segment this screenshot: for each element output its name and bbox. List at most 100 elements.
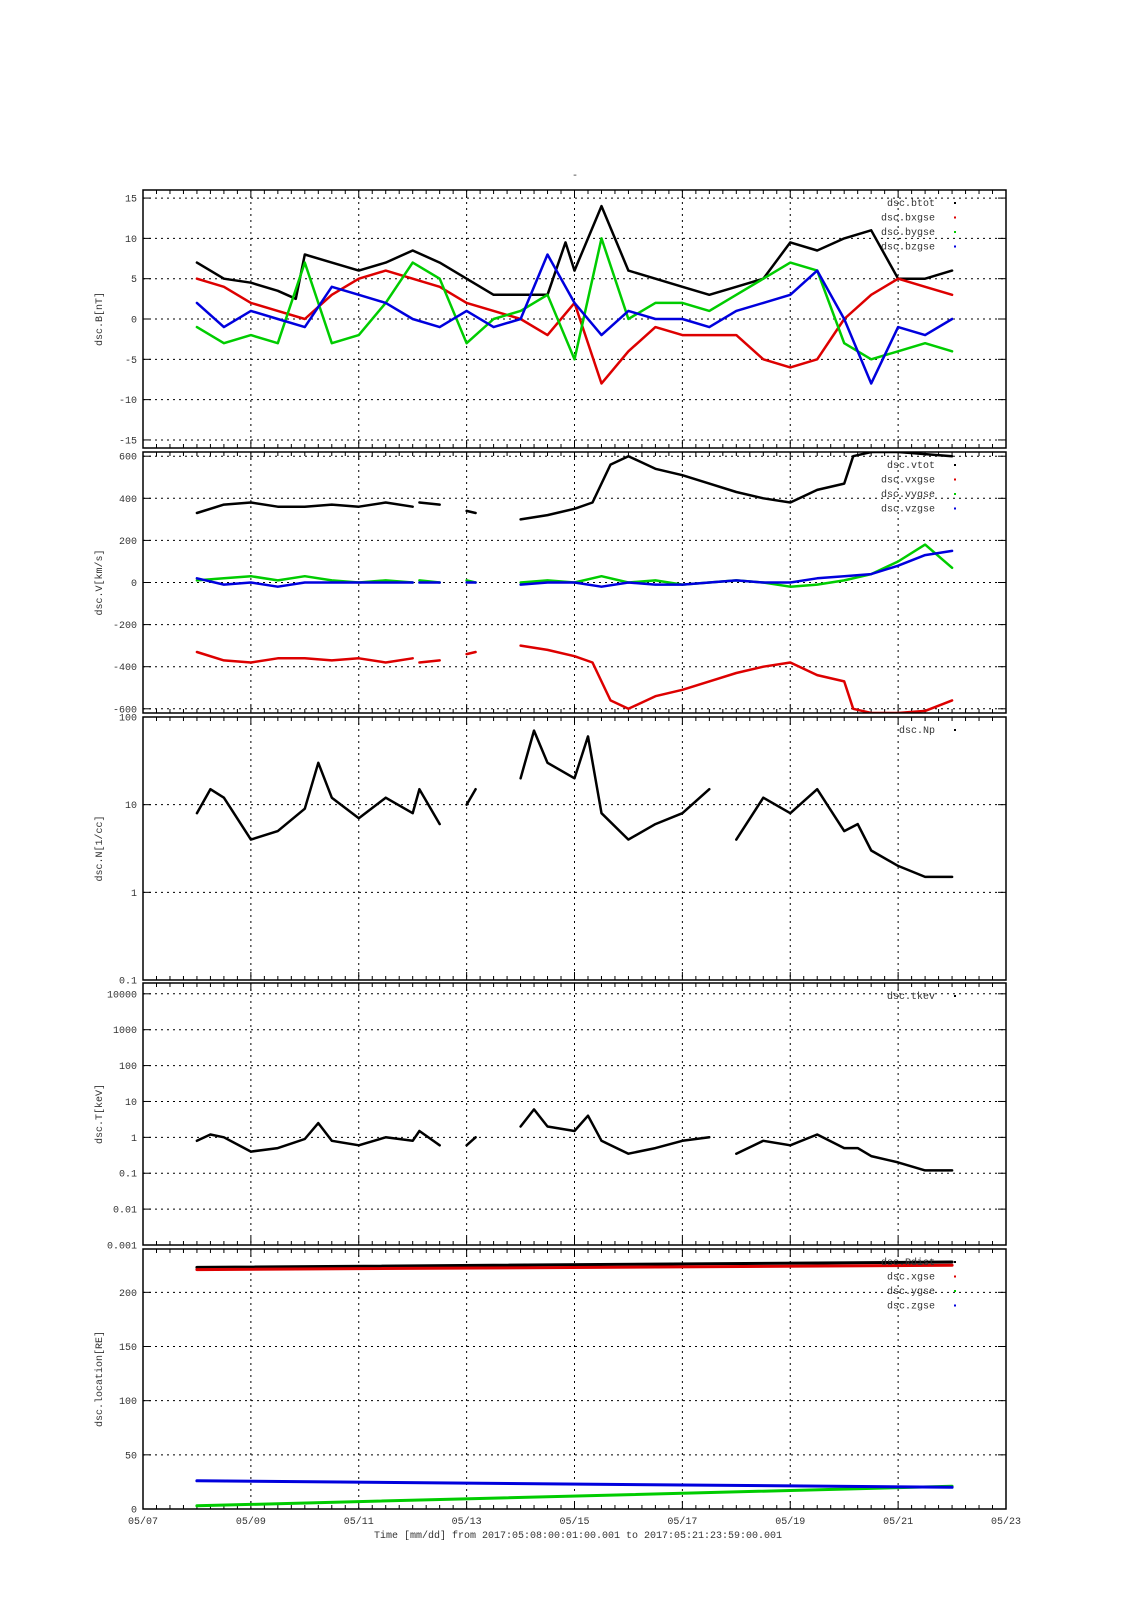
panel-4: 0.001 0.01 0.1 1 10 100 1000 10000 dsc.T[keV] dsc…: [94, 982, 1007, 1253]
legend-marker: [954, 231, 956, 233]
y-tick-label: 150: [119, 1343, 137, 1354]
legend-label: dsc.zgse: [887, 1301, 935, 1313]
plot-area: [195, 1260, 954, 1508]
legend-label: dsc.vtot: [887, 460, 935, 472]
series-dsc-vxgse: [195, 644, 954, 713]
y-tick-label: 0.001: [107, 1242, 137, 1253]
y-tick-label: 10: [125, 801, 137, 812]
y-tick-label: -10: [119, 396, 137, 407]
x-tick-label: 05/23: [991, 1516, 1021, 1528]
panel-frame: [142, 716, 1007, 981]
legend-marker: [954, 1261, 956, 1263]
y-tick-label: 0: [131, 1506, 137, 1517]
x-axis-label: Time [mm/dd] from 2017:05:08:00:01:00.00…: [374, 1530, 782, 1542]
legend-label: dsc.vzgse: [881, 504, 935, 516]
y-tick-label: 0.1: [119, 1170, 137, 1181]
legend-marker: [954, 216, 956, 219]
y-axis-label: dsc.T[keV]: [94, 1084, 106, 1144]
y-tick-label: 10: [125, 1098, 137, 1109]
y-tick-label: 5: [131, 275, 137, 286]
series-dsc-ygse: [195, 1484, 954, 1508]
legend-label: dsc.xgse: [887, 1272, 935, 1284]
panel-frame: [142, 189, 1007, 449]
series-dsc-Rdist: [195, 1260, 954, 1269]
y-axis-label: dsc.V[km/s]: [94, 549, 106, 615]
panel-frame: [142, 451, 1007, 714]
x-axis: 05/07 05/09 05/11 05/13 05/15 05/17 05/19 05/21…: [128, 1516, 1021, 1528]
y-tick-label: -400: [113, 663, 137, 674]
panels: -15-10-5051015dsc.B[nT]dsc.btotdsc.bxgse…: [94, 189, 1007, 1517]
x-tick-label: 05/11: [344, 1516, 374, 1528]
y-tick-label: 0.01: [113, 1206, 137, 1217]
legend-marker: [954, 507, 956, 510]
panel-3: 0.1 1 10 100 dsc.N[1/cc] dsc.Np: [94, 714, 1007, 988]
series-dsc-btot: [195, 204, 954, 301]
legend-marker: [954, 1304, 956, 1307]
series-dsc-Np: [195, 729, 954, 879]
legend-label: dsc.ygse: [887, 1286, 935, 1298]
x-tick-label: 05/09: [236, 1516, 266, 1528]
figure-title: -: [572, 171, 578, 182]
y-tick-label: 400: [119, 495, 137, 506]
plot-area: [195, 452, 954, 713]
legend-label: dsc.vxgse: [881, 475, 935, 487]
x-tick-label: 05/21: [883, 1516, 913, 1528]
legend-marker: [954, 245, 956, 248]
legend-label: dsc.vygse: [881, 489, 935, 501]
y-tick-label: 200: [119, 537, 137, 548]
series-dsc-xgse: [195, 1263, 954, 1272]
y-tick-label: -15: [119, 436, 137, 447]
x-tick-label: 05/13: [452, 1516, 482, 1528]
y-tick-label: 10000: [107, 990, 137, 1001]
legend-marker: [954, 1275, 956, 1278]
y-axis-label: dsc.location[RE]: [94, 1331, 106, 1427]
y-tick-label: 0.1: [119, 977, 137, 988]
legend-marker: [954, 478, 956, 481]
legend-label: dsc.btot: [887, 198, 935, 210]
panel-5: 0 50 100 150 200 dsc.location[RE] dsc.Rdist dsc…: [94, 1248, 1007, 1517]
legend-marker: [954, 1290, 956, 1292]
y-tick-label: -600: [113, 705, 137, 716]
legend-marker: [954, 995, 956, 997]
panel-frame: [142, 982, 1007, 1246]
legend-label: dsc.Np: [899, 725, 935, 737]
legend-label: dsc.bygse: [881, 227, 935, 239]
y-tick-label: 0: [131, 316, 137, 327]
series-dsc-vzgse: [195, 549, 954, 588]
series-dsc-bygse: [195, 237, 954, 361]
y-tick-label: 15: [125, 195, 137, 206]
y-tick-label: 1: [131, 1134, 137, 1145]
y-tick-label: 1000: [113, 1026, 137, 1037]
plot-area: [195, 729, 954, 879]
series-dsc-vygse: [195, 543, 954, 588]
x-tick-label: 05/19: [775, 1516, 805, 1528]
legend-marker: [954, 729, 956, 731]
y-tick-label: 100: [119, 1062, 137, 1073]
legend-label: dsc.bxgse: [881, 213, 935, 225]
y-tick-label: 600: [119, 453, 137, 464]
panel-1: -15 -10 -5 0 5 10 15 dsc.B[nT] dsc.btot dsc.bxgse…: [94, 189, 1007, 449]
panel-2: -600 -400 -200 0 200 400 600 dsc.V[km/s] dsc.vto…: [94, 451, 1007, 716]
y-tick-label: 10: [125, 235, 137, 246]
y-tick-label: -200: [113, 621, 137, 632]
series-dsc-bzgse: [195, 253, 954, 385]
y-axis-label: dsc.N[1/cc]: [94, 815, 106, 881]
series-dsc-vtot: [195, 452, 954, 521]
legend-label: dsc.Rdist: [881, 1257, 935, 1269]
y-axis-label: dsc.B[nT]: [94, 292, 106, 346]
legend-marker: [954, 464, 956, 466]
x-tick-label: 05/17: [667, 1516, 697, 1528]
panel-frame: [142, 1248, 1007, 1510]
y-tick-label: 100: [119, 714, 137, 725]
legend-marker: [954, 493, 956, 495]
x-tick-label: 05/15: [559, 1516, 589, 1528]
x-tick-label: 05/07: [128, 1516, 158, 1528]
y-tick-label: 0: [131, 579, 137, 590]
plot-area: [195, 1108, 954, 1172]
legend-label: dsc.bzgse: [881, 242, 935, 254]
legend-label: dsc.tkev: [887, 991, 935, 1003]
series-dsc-tkev: [195, 1108, 954, 1172]
plot-area: [195, 204, 954, 385]
y-tick-label: 1: [131, 889, 137, 900]
